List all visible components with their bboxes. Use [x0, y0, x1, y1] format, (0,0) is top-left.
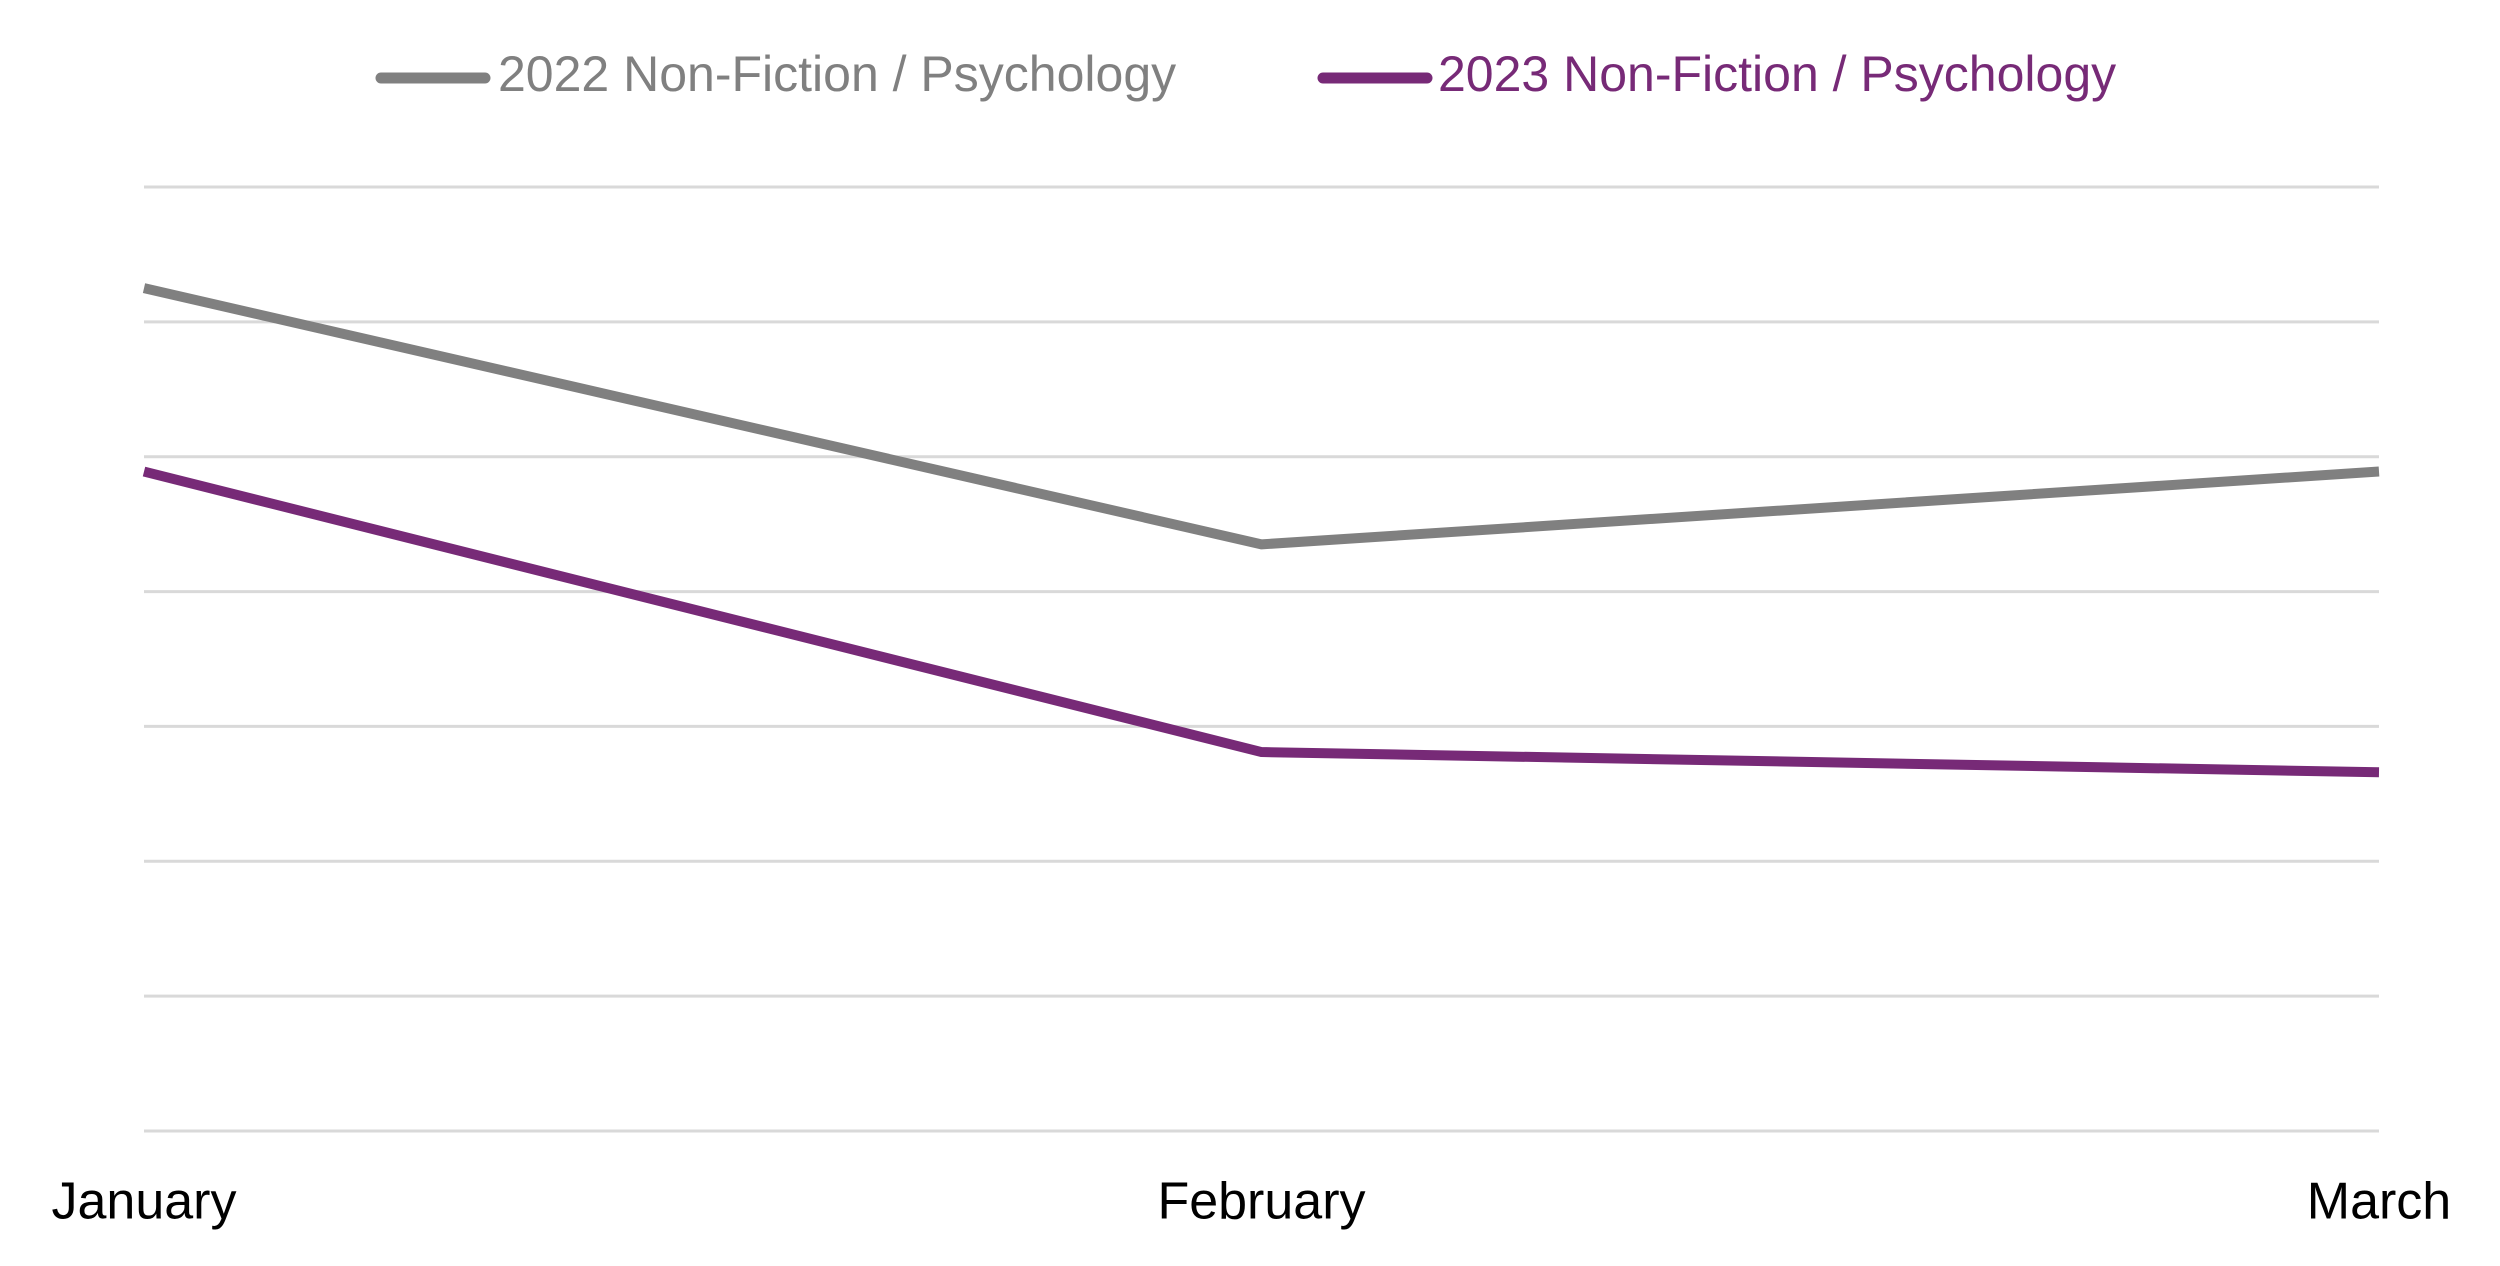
series-line — [142, 466, 2380, 778]
x-tick-label: February — [1157, 1173, 1365, 1231]
x-tick-label: March — [2307, 1173, 2451, 1231]
x-tick-label: January — [52, 1173, 237, 1231]
series-line — [142, 283, 2380, 550]
legend-label: 2022 Non-Fiction / Psychology — [498, 46, 1176, 102]
legend-label: 2023 Non-Fiction / Psychology — [1438, 46, 2116, 102]
